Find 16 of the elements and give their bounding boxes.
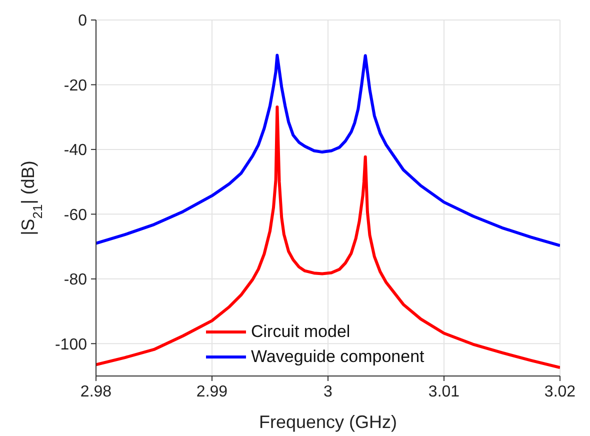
x-tick-label: 3.01 <box>428 383 460 400</box>
x-axis-title: Frequency (GHz) <box>258 412 398 432</box>
y-tick-label: -40 <box>64 142 88 160</box>
line-series <box>96 106 560 370</box>
y-tick-label: 0 <box>78 12 88 30</box>
legend-label: Circuit model <box>251 321 350 343</box>
y-tick-label: -60 <box>64 206 88 224</box>
x-tick-label: 2.99 <box>196 383 228 400</box>
line-series <box>96 54 560 248</box>
legend-label: Waveguide component <box>251 346 424 368</box>
x-tick-label: 3 <box>324 383 333 400</box>
x-tick-label: 2.98 <box>80 383 112 400</box>
y-tick-label: -100 <box>54 336 88 354</box>
y-tick-label: -20 <box>64 77 88 94</box>
x-tick-label: 3.02 <box>544 383 576 400</box>
y-tick-label: -80 <box>64 272 88 289</box>
